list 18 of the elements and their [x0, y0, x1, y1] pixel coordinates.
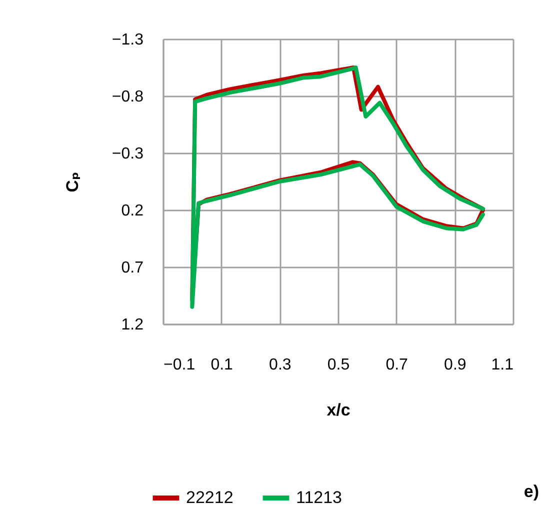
x-tick-label: 0.3 — [269, 356, 292, 374]
text: e) — [524, 482, 539, 501]
y-tick-label: −0.3 — [112, 146, 144, 162]
x-tick-label: 1.1 — [491, 356, 514, 374]
x-tick-label: 0.7 — [386, 356, 408, 374]
y-tick-label: −0.8 — [112, 88, 144, 106]
legend-label: 22212 — [186, 488, 234, 507]
y-tick-label: 0.2 — [121, 202, 144, 220]
x-tick-label: 0.9 — [444, 356, 466, 374]
x-axis-title: x/c — [326, 400, 350, 420]
y-tick-label: −1.3 — [112, 32, 144, 48]
y-tick-label: 1.2 — [121, 316, 144, 334]
x-tick-label: 0.5 — [327, 356, 350, 374]
x-tick-label: −0.1 — [164, 356, 196, 374]
y-tick-label: 0.7 — [121, 260, 144, 276]
y-axis-title: Cₚ — [62, 172, 82, 192]
x-tick-label: 0.1 — [210, 356, 234, 374]
legend-label: 11213 — [296, 488, 342, 507]
